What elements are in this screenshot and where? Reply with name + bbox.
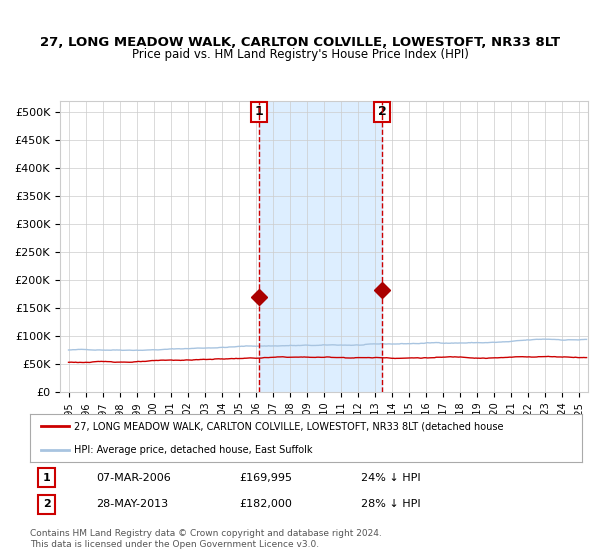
Text: 27, LONG MEADOW WALK, CARLTON COLVILLE, LOWESTOFT, NR33 8LT: 27, LONG MEADOW WALK, CARLTON COLVILLE, … [40,36,560,49]
Text: 1: 1 [43,473,50,483]
Text: 28-MAY-2013: 28-MAY-2013 [96,499,169,509]
Text: Contains HM Land Registry data © Crown copyright and database right 2024.
This d: Contains HM Land Registry data © Crown c… [30,529,382,549]
Text: 27, LONG MEADOW WALK, CARLTON COLVILLE, LOWESTOFT, NR33 8LT (detached house: 27, LONG MEADOW WALK, CARLTON COLVILLE, … [74,421,503,431]
Text: 2: 2 [43,499,50,509]
Text: £182,000: £182,000 [240,499,293,509]
Text: 1: 1 [254,105,263,119]
Text: Price paid vs. HM Land Registry's House Price Index (HPI): Price paid vs. HM Land Registry's House … [131,48,469,60]
Text: 07-MAR-2006: 07-MAR-2006 [96,473,171,483]
Text: 2: 2 [377,105,386,119]
Text: £169,995: £169,995 [240,473,293,483]
Text: 24% ↓ HPI: 24% ↓ HPI [361,473,421,483]
Bar [259,101,382,392]
Text: 28% ↓ HPI: 28% ↓ HPI [361,499,421,509]
Text: HPI: Average price, detached house, East Suffolk: HPI: Average price, detached house, East… [74,445,313,455]
